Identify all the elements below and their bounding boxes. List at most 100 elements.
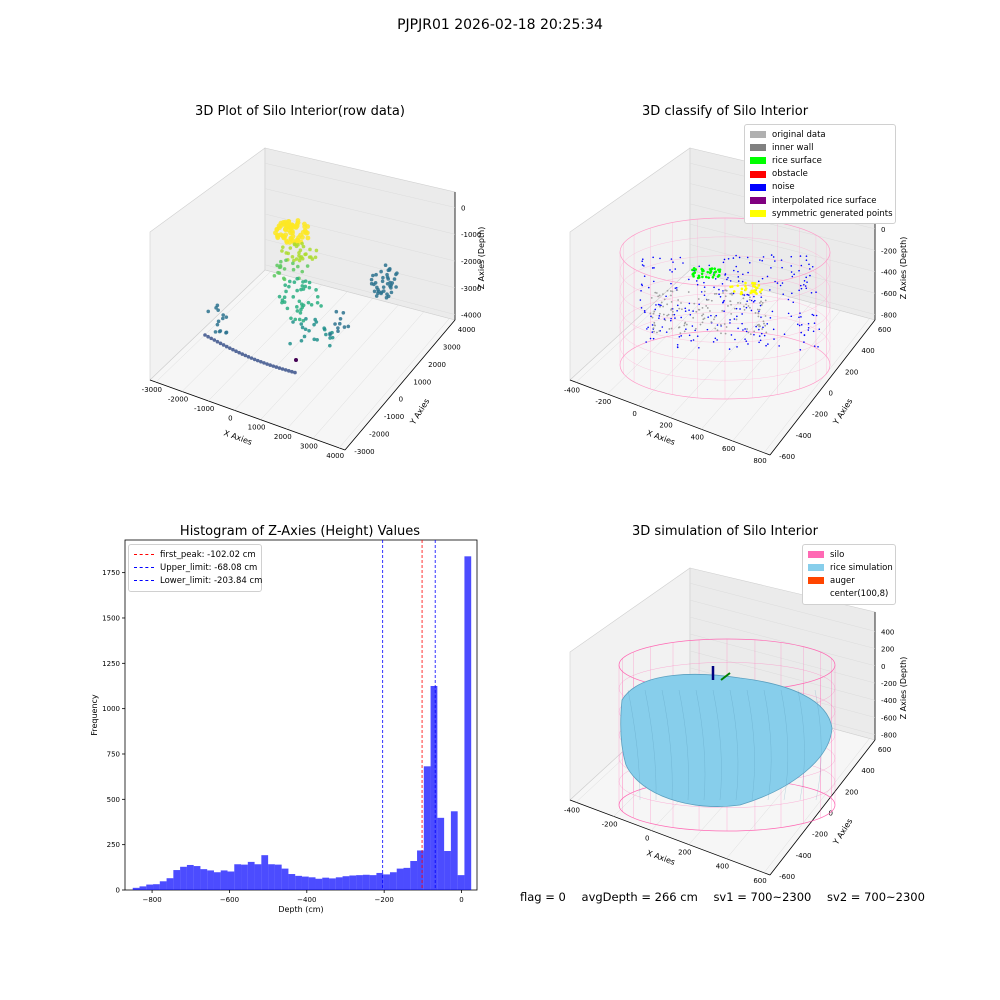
plot2-noise-point <box>700 291 703 293</box>
histogram-bar <box>274 864 282 890</box>
plot2-legend-swatch <box>750 210 766 218</box>
plot2-noise-point <box>661 326 664 328</box>
plot1-x-tick-label: 4000 <box>326 452 344 460</box>
plot2-original-point <box>765 331 768 334</box>
plot1-point <box>379 291 383 296</box>
plot2-original-point <box>678 326 681 329</box>
plot2-noise-point <box>676 344 679 346</box>
plot2-original-point <box>658 330 661 332</box>
plot2-original-point <box>764 315 767 317</box>
plot2-legend-label: noise <box>772 182 795 193</box>
plot2-noise-point <box>745 330 748 333</box>
plot2-legend-entry: interpolated rice surface <box>750 194 890 207</box>
plot2-noise-point <box>757 280 760 283</box>
plot2-noise-point <box>718 288 720 291</box>
plot1-z-grid <box>264 264 456 315</box>
plot2-noise-point <box>698 303 700 306</box>
plot2-noise-point <box>736 315 738 318</box>
plot1-point <box>305 264 310 268</box>
plot2-noise-point <box>742 329 744 331</box>
plot1-x-tick-label: 3000 <box>300 443 318 451</box>
plot1-point <box>280 300 284 305</box>
plot2-noise-point <box>703 281 705 284</box>
plot4-z-tick-label: -400 <box>881 697 897 705</box>
histogram-bar <box>186 864 194 890</box>
plot2-noise-point <box>688 302 691 305</box>
histogram-x-tick-label: −400 <box>297 896 316 904</box>
plot4-mesh-line <box>780 689 788 801</box>
plot2-original-point <box>753 330 756 333</box>
plot2-y-axis-line <box>769 319 876 456</box>
plot1-point <box>295 305 299 309</box>
plot1-point <box>306 300 311 305</box>
plot2-noise-point <box>733 269 735 272</box>
plot2-noise-point <box>660 304 662 307</box>
plot1-point <box>290 230 295 236</box>
histogram-bar <box>234 864 242 890</box>
plot1-point <box>298 248 303 253</box>
plot4-y-tick-label: 600 <box>878 746 891 754</box>
plot1-point <box>303 284 308 289</box>
plot2-y-tick-label: -600 <box>779 453 795 461</box>
plot2-original-point <box>721 309 724 312</box>
plot2-original-point <box>714 327 717 330</box>
plot2-legend-entry: symmetric generated points <box>750 207 893 220</box>
plot2-original-point <box>670 300 673 303</box>
plot1-point <box>303 327 308 332</box>
plot2-noise-point <box>730 334 733 336</box>
plot2-noise-point <box>772 256 775 258</box>
histogram-y-tick-label: 0 <box>116 887 120 895</box>
plot4-rice-surface <box>620 673 833 807</box>
plot2-original-point <box>702 313 705 316</box>
plot2-original-point <box>679 332 682 335</box>
histogram-bar <box>437 817 445 890</box>
plot1-point <box>274 365 279 369</box>
plot1-point <box>304 317 308 321</box>
plot2-noise-point <box>803 341 805 343</box>
plot1-point <box>291 267 296 272</box>
plot1-point <box>272 273 277 278</box>
plot1-z-tick-label: -4000 <box>461 312 481 320</box>
plot2-noise-point <box>773 338 775 340</box>
plot1-point <box>394 285 398 289</box>
plot2-rice-point <box>713 267 717 271</box>
plot2-noise-point <box>675 286 678 289</box>
plot2-noise-point <box>729 280 732 282</box>
plot2-noise-point <box>738 256 741 259</box>
plot1-point <box>291 295 296 299</box>
plot2-noise-point <box>798 316 800 319</box>
plot1-x-grid <box>234 291 348 411</box>
plot1-point <box>281 276 286 281</box>
plot1-point <box>299 322 304 326</box>
plot2-noise-point <box>779 284 782 287</box>
plot2-legend-label: obstacle <box>772 169 808 180</box>
plot2-noise-point <box>719 295 722 298</box>
plot1-point <box>342 325 347 329</box>
plot2-noise-point <box>772 328 775 331</box>
plot2-noise-point <box>727 276 729 279</box>
plot2-noise-point <box>682 262 684 264</box>
plot2-noise-point <box>805 259 808 262</box>
plot2-noise-point <box>799 255 802 257</box>
plot2-legend-label: rice surface <box>772 155 822 166</box>
plot1-point <box>282 267 287 271</box>
plot1-point <box>224 315 229 319</box>
plot1-point <box>224 331 228 335</box>
plot2-noise-point <box>799 349 802 351</box>
plot2-noise-point <box>723 299 725 302</box>
plot1-point <box>293 242 297 247</box>
histogram-bar <box>213 872 221 890</box>
plot1-point <box>309 303 314 307</box>
plot2-noise-point <box>758 341 760 344</box>
plot2-original-point <box>731 293 733 296</box>
plot1-point <box>302 224 308 230</box>
plot2-original-point <box>762 320 765 323</box>
plot4-legend-entry: silo <box>808 548 890 561</box>
plot1-point <box>297 253 301 258</box>
plot1-point <box>284 238 289 244</box>
histogram-x-axis-label: Depth (cm) <box>278 905 323 914</box>
plot4-legend-label: auger <box>830 575 855 586</box>
plot2-original-point <box>685 323 688 326</box>
plot2-original-point <box>653 321 656 324</box>
